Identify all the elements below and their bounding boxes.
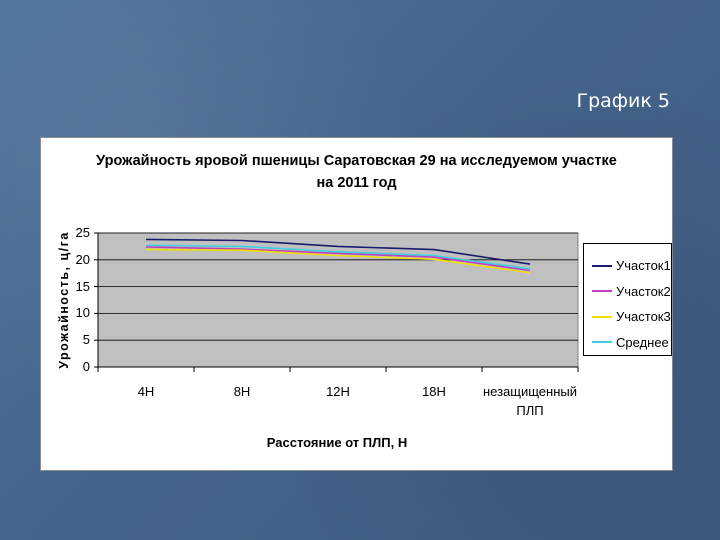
y-tick-label: 25 <box>75 225 90 240</box>
y-tick-label: 10 <box>75 305 90 321</box>
x-axis-label: Расстояние от ПЛП, Н <box>266 435 408 450</box>
chart-title-line-1: Урожайность яровой пшеницы Саратовская 2… <box>96 153 617 169</box>
legend-swatch <box>592 315 612 318</box>
legend-label: Участок3 <box>616 309 671 325</box>
legend-item: Участок3 <box>584 304 671 330</box>
legend-swatch <box>592 341 612 344</box>
legend-label: Среднее <box>616 334 669 350</box>
series-line-2 <box>145 246 531 272</box>
y-tick-label: 15 <box>75 278 90 294</box>
x-tick-label: незащищенный ПЛП <box>482 384 577 418</box>
chart-legend: Участок1 Участок2 Участок3 Среднее <box>583 243 672 356</box>
legend-item: Участок2 <box>584 279 671 305</box>
y-tick-label: 0 <box>82 359 90 374</box>
legend-swatch <box>592 264 612 267</box>
y-tick-label: 5 <box>82 332 90 348</box>
plot-area <box>94 232 579 372</box>
legend-item: Среднее <box>584 330 671 356</box>
legend-swatch <box>592 290 612 293</box>
chart-title: Урожайность яровой пшеницы Саратовская 2… <box>40 150 673 194</box>
x-tick-label: 8Н <box>233 384 251 399</box>
series-line-1 <box>145 238 531 265</box>
slide-title: График 5 <box>576 90 671 112</box>
legend-label: Участок1 <box>616 258 671 274</box>
x-tick-label: 12Н <box>326 384 350 399</box>
series-line-4 <box>145 244 531 270</box>
y-tick-label: 20 <box>75 251 90 267</box>
x-tick-label: 4Н <box>137 384 155 399</box>
legend-item: Участок1 <box>584 253 671 279</box>
legend-label: Участок2 <box>616 283 671 299</box>
series-line-3 <box>145 248 531 274</box>
chart-title-line-2: на 2011 год <box>316 175 397 191</box>
x-tick-label: 18Н <box>422 384 446 399</box>
